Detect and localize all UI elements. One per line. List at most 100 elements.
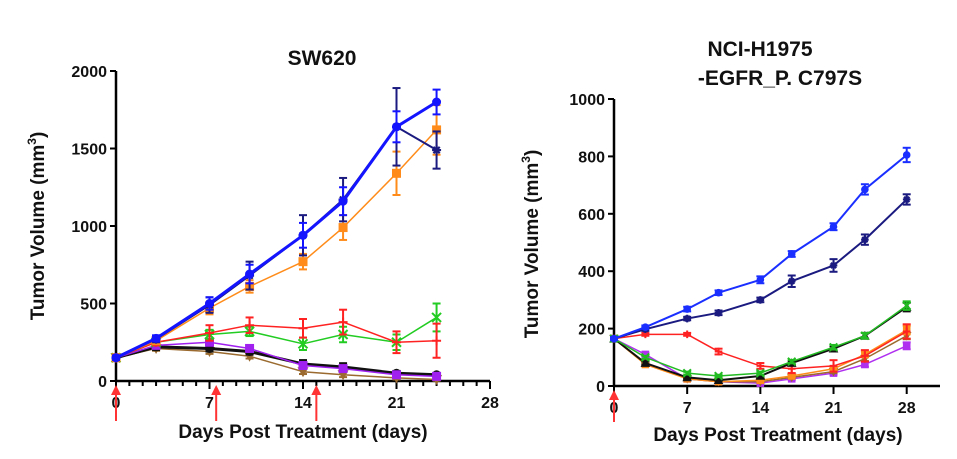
data-point bbox=[755, 368, 765, 378]
series-line bbox=[115, 100, 438, 360]
data-point bbox=[756, 376, 765, 385]
data-point bbox=[902, 151, 911, 159]
chart-nci-h1975: NCI-H1975 -EGFR_P. C797S Tumor Volume (m… bbox=[519, 38, 940, 446]
data-point-core bbox=[862, 237, 867, 242]
x-tick-label: 21 bbox=[825, 400, 843, 417]
chart-title: SW620 bbox=[288, 47, 357, 70]
data-point bbox=[610, 334, 618, 343]
data-point bbox=[714, 371, 724, 381]
data-point bbox=[787, 250, 796, 258]
y-tick-label: 500 bbox=[80, 297, 107, 314]
x-tick-label: 28 bbox=[898, 400, 916, 417]
data-point bbox=[431, 312, 442, 323]
data-point bbox=[682, 368, 692, 378]
dosing-arrow-icon bbox=[311, 385, 322, 421]
arrow-head bbox=[111, 385, 121, 395]
data-point bbox=[682, 372, 692, 382]
data-point bbox=[432, 97, 442, 107]
data-point bbox=[683, 305, 691, 313]
data-point bbox=[245, 269, 255, 279]
data-point bbox=[392, 337, 401, 347]
data-point bbox=[902, 195, 911, 204]
y-tick-label: 400 bbox=[578, 264, 605, 281]
data-point bbox=[641, 350, 650, 359]
data-point bbox=[787, 357, 797, 367]
data-point bbox=[861, 360, 869, 369]
series-navy bbox=[111, 87, 442, 363]
dosing-arrow-icon bbox=[609, 390, 619, 422]
data-point-core bbox=[716, 310, 721, 315]
data-point-core bbox=[758, 297, 763, 302]
series-navy bbox=[610, 193, 911, 343]
y-axis-label-sup: 3 bbox=[25, 138, 39, 145]
y-axis-label-sup: 3 bbox=[519, 156, 533, 163]
arrow-head bbox=[609, 390, 619, 400]
y-axis-label: Tumor Volume (mm3) bbox=[25, 132, 49, 321]
data-point-core bbox=[789, 279, 794, 284]
svg-text:Tumor Volume (mm3): Tumor Volume (mm3) bbox=[25, 132, 49, 321]
data-point bbox=[902, 327, 911, 336]
series-line bbox=[613, 154, 908, 340]
series-line bbox=[115, 129, 438, 359]
series-line bbox=[115, 345, 437, 377]
y-axis-label-end: ) bbox=[522, 150, 543, 156]
chart-title-line2: -EGFR_P. C797S bbox=[698, 67, 862, 90]
data-point bbox=[861, 352, 869, 360]
data-point bbox=[714, 347, 723, 356]
series-orange bbox=[111, 104, 442, 363]
data-point bbox=[432, 125, 442, 135]
y-tick-label: 0 bbox=[596, 379, 605, 396]
y-axis-label-text: Tumor Volume (mm bbox=[522, 163, 543, 339]
data-point bbox=[298, 361, 308, 370]
y-axis-label: Tumor Volume (mm3) bbox=[519, 150, 543, 339]
data-point bbox=[640, 352, 650, 362]
data-point bbox=[432, 145, 442, 155]
series-line bbox=[115, 347, 437, 381]
data-point bbox=[392, 370, 401, 380]
data-point bbox=[829, 261, 838, 270]
dosing-arrow-icon bbox=[111, 385, 121, 421]
x-axis-label: Days Post Treatment (days) bbox=[653, 425, 902, 446]
data-point bbox=[205, 299, 214, 308]
data-point bbox=[245, 320, 255, 330]
data-point bbox=[338, 364, 348, 374]
data-point bbox=[902, 301, 912, 311]
series-line bbox=[115, 125, 438, 359]
data-point bbox=[111, 353, 121, 363]
series-line bbox=[115, 321, 437, 359]
data-point-core bbox=[685, 316, 690, 321]
y-tick-label: 1000 bbox=[569, 92, 605, 109]
data-point bbox=[829, 222, 838, 231]
y-tick-label: 2000 bbox=[71, 64, 107, 81]
data-point bbox=[338, 317, 348, 327]
x-tick-label: 21 bbox=[388, 395, 406, 412]
data-point bbox=[338, 196, 348, 206]
x-tick-label: 7 bbox=[205, 395, 214, 412]
data-point bbox=[714, 309, 723, 317]
svg-text:Tumor Volume (mm3): Tumor Volume (mm3) bbox=[519, 150, 543, 339]
data-point bbox=[756, 362, 765, 370]
data-point bbox=[714, 288, 723, 297]
data-point-core bbox=[831, 263, 836, 268]
data-point bbox=[205, 328, 214, 338]
arrow-head bbox=[211, 385, 222, 395]
chart-sw620: SW620 Tumor Volume (mm3) Days Post Treat… bbox=[25, 47, 499, 443]
x-tick-label: 28 bbox=[481, 395, 499, 412]
data-point bbox=[432, 336, 442, 346]
x-tick-label: 14 bbox=[751, 400, 769, 417]
data-point bbox=[298, 257, 308, 267]
y-tick-label: 1000 bbox=[71, 219, 107, 236]
series-green bbox=[110, 302, 442, 363]
data-point bbox=[245, 343, 255, 353]
y-axis-label-text: Tumor Volume (mm bbox=[28, 145, 49, 321]
y-tick-label: 200 bbox=[578, 322, 605, 339]
data-point bbox=[713, 375, 724, 385]
data-point bbox=[787, 372, 796, 380]
data-point bbox=[683, 330, 691, 339]
data-point bbox=[338, 223, 348, 233]
data-point bbox=[205, 337, 214, 347]
series-line bbox=[613, 198, 908, 340]
data-point bbox=[829, 362, 838, 370]
x-tick-label: 7 bbox=[683, 400, 692, 417]
data-point bbox=[432, 371, 442, 381]
